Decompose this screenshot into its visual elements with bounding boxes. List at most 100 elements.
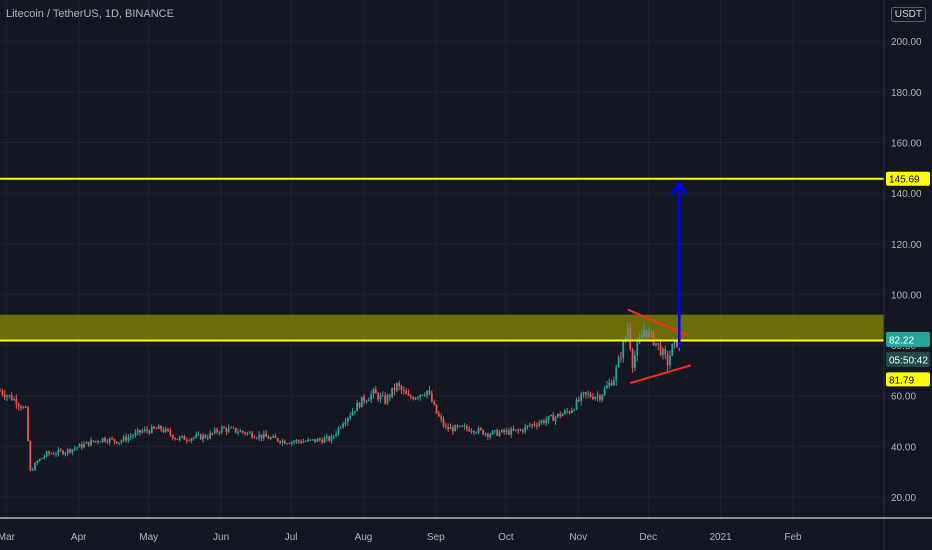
candle-body <box>220 427 223 433</box>
candle <box>358 402 361 409</box>
candle-body <box>519 429 522 431</box>
candle-body <box>575 399 578 410</box>
candle <box>15 394 18 409</box>
price-axis[interactable]: 20.0040.0060.0080.00100.00120.00140.0016… <box>883 0 922 550</box>
candle <box>311 439 314 442</box>
candle <box>157 423 160 430</box>
candle <box>489 432 492 440</box>
time-tick-label: May <box>139 532 158 543</box>
candle <box>671 343 674 357</box>
candle <box>503 428 506 436</box>
candle <box>190 437 193 444</box>
candle-body <box>258 434 261 438</box>
candle <box>258 431 261 441</box>
candle <box>591 392 594 401</box>
candle <box>566 407 569 414</box>
candle-body <box>272 436 275 438</box>
candle-body <box>528 425 531 427</box>
time-axis[interactable]: Mar Apr May Jun Jul Aug Sep Oct Nov Dec 2021 Feb <box>0 517 932 543</box>
candle <box>3 390 6 401</box>
candle <box>281 438 284 447</box>
candle-body <box>606 385 608 389</box>
candle-body <box>59 449 62 451</box>
candle <box>302 438 305 444</box>
candle <box>188 438 190 442</box>
candle-body <box>498 432 501 436</box>
candle <box>517 428 520 434</box>
candle-body <box>48 451 50 454</box>
candle <box>59 447 62 453</box>
candle-body <box>356 402 359 412</box>
candle-body <box>169 430 172 435</box>
candle-body <box>87 441 90 446</box>
candle-body <box>57 449 60 454</box>
candle <box>468 426 471 432</box>
price-tick-label: 200.00 <box>891 37 922 48</box>
candle-body <box>115 441 118 444</box>
candle-body <box>136 430 139 433</box>
candle <box>339 425 342 429</box>
candle <box>43 454 46 460</box>
candle-body <box>367 399 370 401</box>
candle <box>127 434 130 443</box>
candle-body <box>561 413 564 417</box>
candle-body <box>580 394 583 401</box>
candle <box>634 350 636 372</box>
currency-badge[interactable]: USDT <box>890 7 926 22</box>
triangle-lower-trendline <box>629 364 692 384</box>
candle <box>150 424 153 434</box>
candle <box>125 433 127 443</box>
candle-body <box>444 425 447 427</box>
candle-body <box>302 441 305 443</box>
candle <box>248 430 251 434</box>
candle <box>153 426 155 430</box>
candle-body <box>267 436 270 439</box>
candle-body <box>293 441 296 443</box>
candle <box>381 391 384 397</box>
candle-body <box>641 335 643 339</box>
candle <box>659 340 662 357</box>
candle-body <box>349 415 352 418</box>
candle-body <box>587 394 590 395</box>
candle-body <box>496 430 499 436</box>
candle-body <box>458 425 461 427</box>
candle <box>94 440 97 443</box>
candle-body <box>260 434 263 439</box>
candle-body <box>400 386 403 391</box>
candle-body <box>174 438 176 440</box>
candle <box>227 424 230 434</box>
candle <box>549 414 552 417</box>
candle <box>213 427 216 435</box>
candle <box>38 458 41 462</box>
candle-body <box>248 432 251 434</box>
candle-body <box>514 429 517 431</box>
bar-countdown-label-bg <box>886 351 930 367</box>
candle-body <box>94 440 97 442</box>
candle-body <box>372 389 375 395</box>
candle-body <box>335 433 338 436</box>
candle <box>510 426 513 439</box>
candle-body <box>108 438 111 443</box>
candle <box>344 418 347 427</box>
candle <box>657 343 660 351</box>
candle-body <box>507 430 510 435</box>
candle-body <box>664 349 667 355</box>
candle-body <box>570 410 573 413</box>
candle <box>365 399 368 404</box>
candle <box>423 392 426 397</box>
candle <box>216 427 218 435</box>
candle-body <box>634 355 636 368</box>
candle-body <box>358 402 361 408</box>
candle-body <box>62 450 64 455</box>
candle <box>132 433 134 439</box>
candle-body <box>178 437 181 440</box>
candle-body <box>55 453 57 455</box>
candle <box>255 436 258 440</box>
candle-body <box>615 367 618 381</box>
candle-body <box>300 441 303 443</box>
candle-body <box>472 431 475 433</box>
candle-body <box>391 387 394 397</box>
candle-body <box>71 449 74 453</box>
candle <box>57 447 60 457</box>
